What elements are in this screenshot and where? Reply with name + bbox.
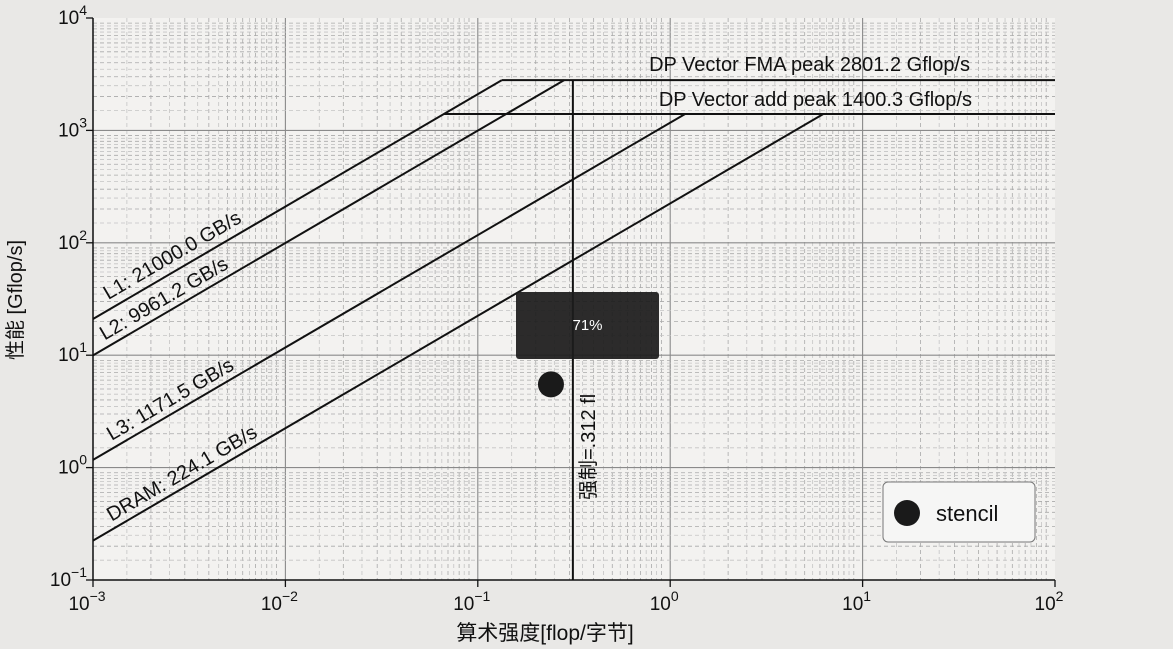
x-tick-label: 10−1: [453, 588, 490, 615]
legend: stencil: [882, 481, 1036, 543]
bandwidth-line-l3: [92, 113, 686, 461]
x-axis-title: 算术强度[flop/字节]: [456, 622, 633, 645]
y-axis-title: 性能 [Gflop/s]: [4, 240, 27, 360]
roofline-lines: [92, 79, 1055, 580]
bandwidth-line-dram: [92, 113, 824, 542]
x-tick-label: 102: [1035, 588, 1064, 615]
y-tick-label: 101: [58, 339, 87, 366]
ceiling-label-add: DP Vector add peak 1400.3 Gflop/s: [659, 89, 972, 111]
x-tick-label: 10−2: [261, 588, 298, 615]
legend-box: [882, 481, 1036, 543]
intensity-marker-label: 强制=.312 fl: [577, 394, 600, 500]
legend-label-stencil: stencil: [936, 501, 998, 526]
bandwidth-line-l1: [92, 79, 503, 320]
x-tick-label: 101: [842, 588, 871, 615]
data-points: [537, 371, 564, 398]
axes: 10−3 10−2 10−1 100 101 102 10−1 100 101 102 103 104…: [4, 2, 1064, 645]
y-tick-label: 104: [58, 2, 87, 29]
x-tick-label: 100: [650, 588, 679, 615]
y-tick-label: 100: [58, 452, 87, 479]
stencil-point: [537, 371, 564, 398]
zoom-level-overlay: 71%: [516, 292, 659, 359]
y-tick-label: 10−1: [50, 564, 87, 591]
y-tick-label: 103: [58, 114, 87, 141]
y-tick-label: 102: [58, 227, 87, 254]
legend-marker-stencil: [894, 500, 920, 526]
bandwidth-line-l2: [92, 79, 565, 357]
ceiling-label-fma: DP Vector FMA peak 2801.2 Gflop/s: [649, 54, 970, 76]
x-tick-label: 10−3: [68, 588, 105, 615]
